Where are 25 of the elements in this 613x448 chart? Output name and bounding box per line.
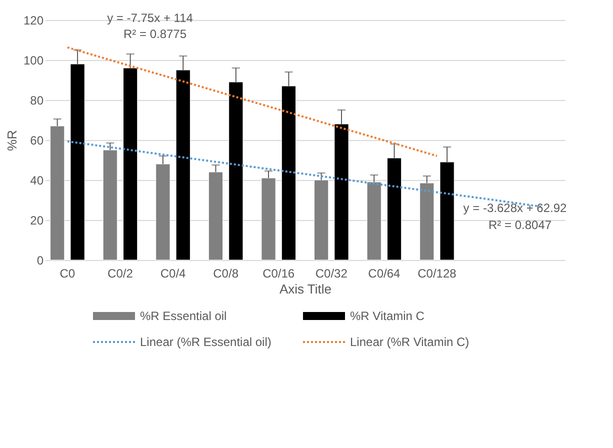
legend-label: Linear (%R Essential oil) <box>140 335 272 349</box>
y-tick-label: 120 <box>23 14 44 28</box>
x-axis-title: Axis Title <box>279 282 332 296</box>
y-tick-label: 60 <box>30 134 44 148</box>
x-tick-label: C0/4 <box>160 266 186 280</box>
legend-label: Linear (%R Vitamin C) <box>350 335 470 349</box>
x-tick-label: C0 <box>60 266 76 280</box>
annotation: R² = 0.8775 <box>123 27 187 41</box>
y-tick-label: 20 <box>30 214 44 228</box>
y-axis-title: %R <box>4 130 20 151</box>
y-tick-label: 40 <box>30 174 44 188</box>
x-tick-label: C0/64 <box>368 266 401 280</box>
legend-label: %R Vitamin C <box>350 309 425 323</box>
y-tick-label: 0 <box>36 254 44 268</box>
annotation: y = -3.628x + 62.92 <box>463 201 568 215</box>
annotation: y = -7.75x + 114 <box>107 11 194 25</box>
x-tick-label: C0/128 <box>418 266 457 280</box>
x-tick-label: C0/2 <box>108 266 134 280</box>
annotation: R² = 0.8047 <box>488 218 552 232</box>
y-tick-label: 80 <box>30 94 44 108</box>
x-tick-label: C0/32 <box>315 266 348 280</box>
legend-label: %R Essential oil <box>140 309 227 323</box>
y-tick-label: 100 <box>23 54 44 68</box>
x-tick-label: C0/16 <box>262 266 295 280</box>
x-tick-label: C0/8 <box>213 266 239 280</box>
